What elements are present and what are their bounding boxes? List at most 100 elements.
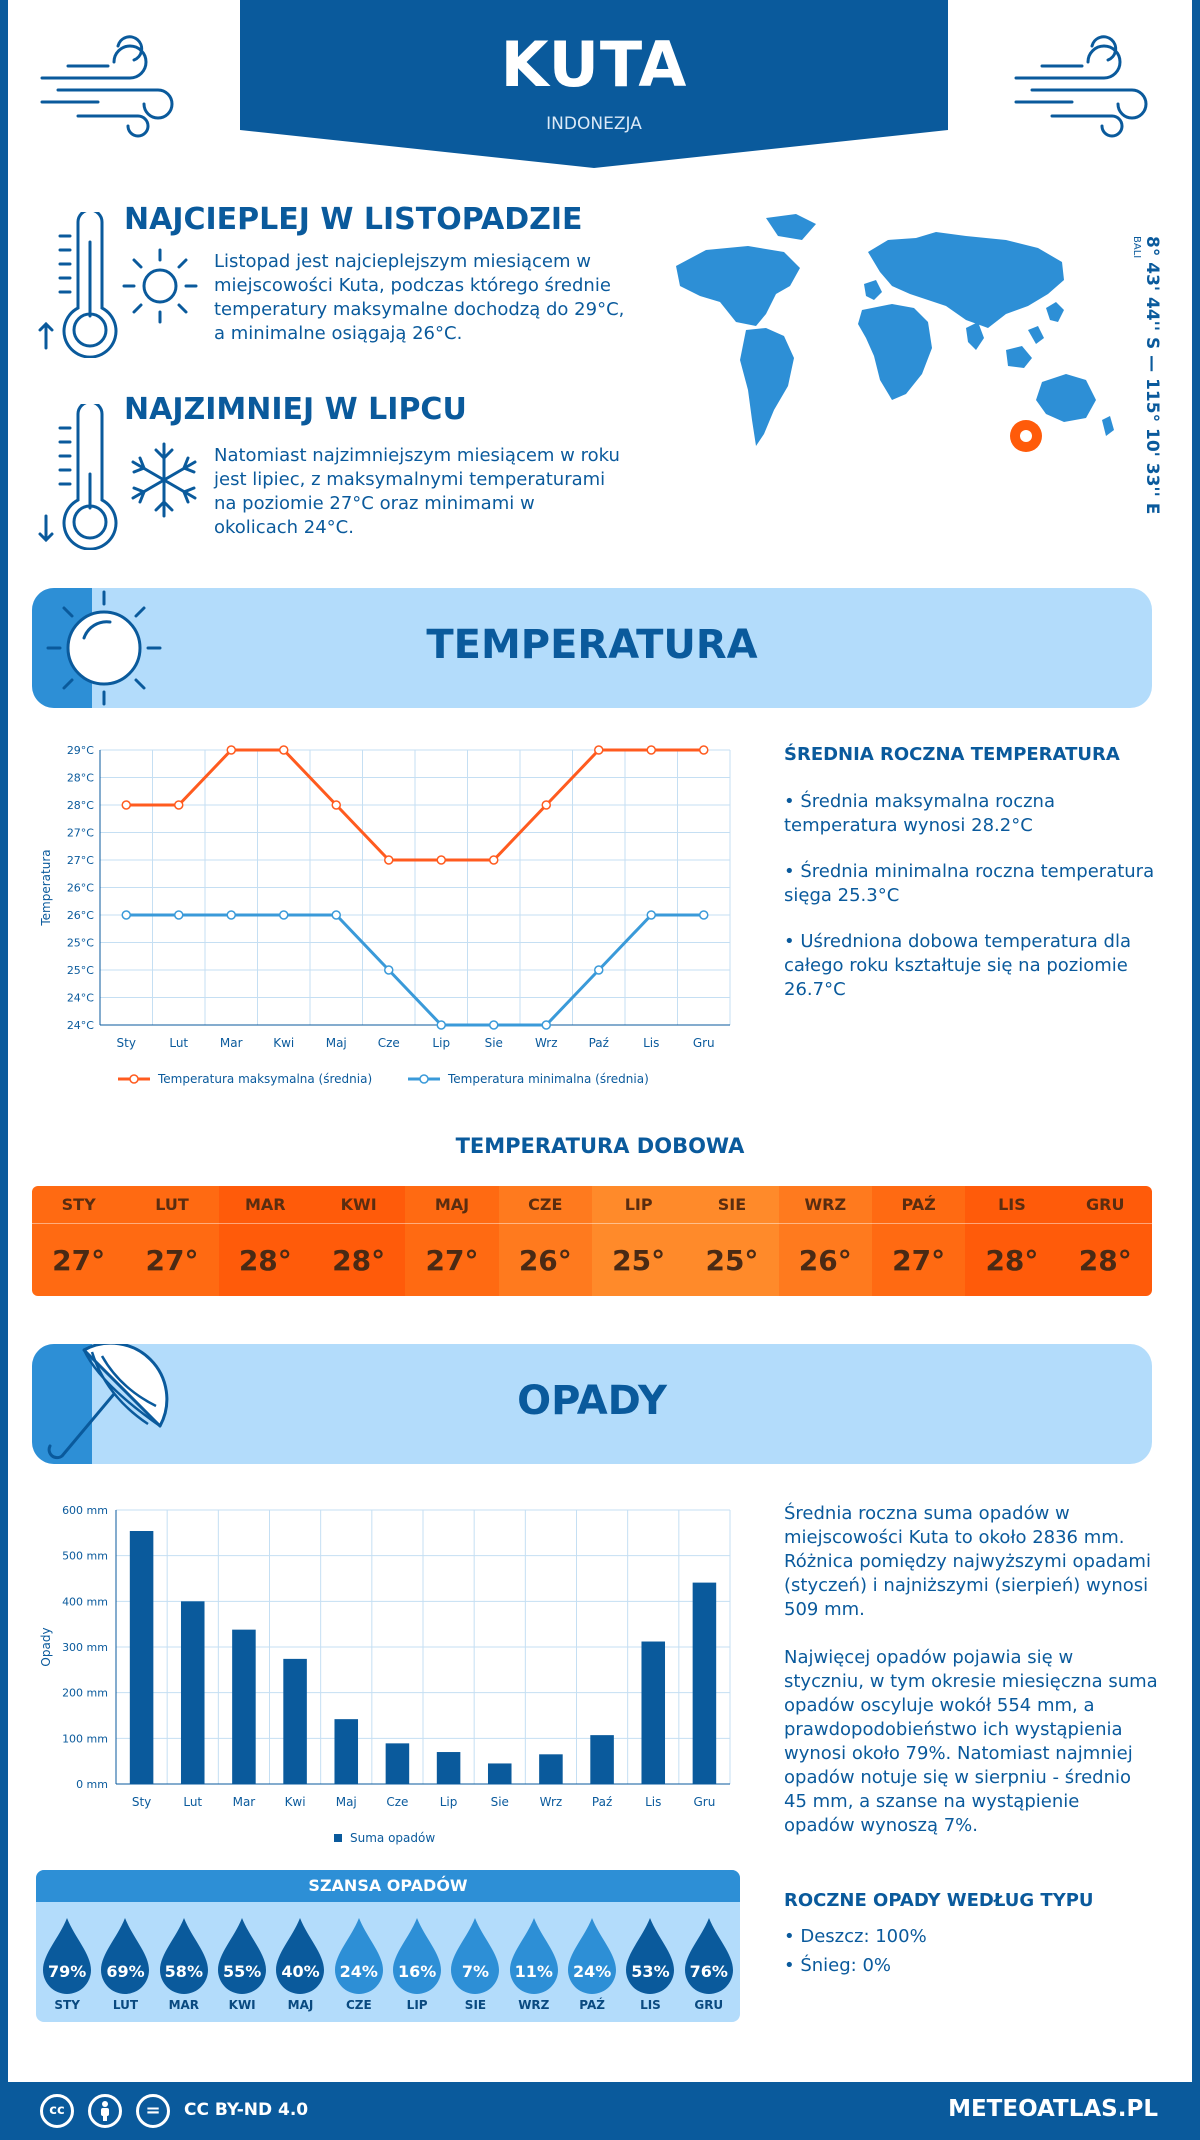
daily-month-label: CZE <box>498 1186 592 1224</box>
raindrop-icon <box>393 1918 442 1994</box>
x-tick-label: Kwi <box>285 1795 306 1809</box>
rain-chance-value: 16% <box>397 1962 437 1981</box>
x-tick-label: Wrz <box>535 1036 558 1050</box>
raindrop-icon <box>684 1918 733 1994</box>
daily-temp-column: PAŹ 27° <box>871 1186 966 1296</box>
daily-month-label: MAJ <box>405 1186 499 1224</box>
daily-month-label: SIE <box>685 1186 779 1224</box>
sun-banner-icon <box>46 590 162 706</box>
data-point <box>226 745 236 755</box>
daily-month-label: WRZ <box>778 1186 872 1224</box>
rain-chance-value: 7% <box>461 1962 490 1981</box>
x-tick-label: Wrz <box>540 1795 563 1809</box>
rain-chance-item: 69% LUT <box>96 1910 154 2018</box>
rain-chance-value: 58% <box>164 1962 203 1981</box>
daily-month-label: STY <box>32 1186 126 1224</box>
precip-bar <box>487 1763 512 1784</box>
data-point <box>384 965 394 975</box>
location-marker <box>1010 420 1042 452</box>
rain-chance-item: 53% LIS <box>621 1910 679 2018</box>
y-tick-label: 25°C <box>67 937 94 950</box>
y-tick-label: 600 mm <box>62 1504 108 1517</box>
data-point <box>541 800 551 810</box>
city-title: KUTA <box>500 28 688 101</box>
raindrop-icon <box>626 1918 675 1994</box>
country-subtitle: INDONEZJA <box>546 114 642 134</box>
x-tick-label: Sie <box>491 1795 509 1809</box>
legend-marker <box>419 1074 429 1084</box>
y-tick-label: 28°C <box>67 772 94 785</box>
precip-bar <box>232 1629 256 1784</box>
rain-chance-month: LIS <box>640 1998 661 2012</box>
precip-type-item: • Deszcz: 100% <box>784 1926 927 1947</box>
data-point <box>174 910 184 920</box>
x-tick-label: Sty <box>132 1795 151 1809</box>
y-tick-label: 25°C <box>67 964 94 977</box>
raindrop-icon <box>101 1918 150 1994</box>
temperature-title: TEMPERATURA <box>426 622 758 668</box>
x-tick-label: Lis <box>643 1036 659 1050</box>
x-tick-label: Maj <box>326 1036 347 1050</box>
no-derivatives-icon: = <box>136 2094 170 2128</box>
rain-chance-month: LUT <box>112 1998 139 2012</box>
daily-temp-column: LUT 27° <box>125 1186 219 1296</box>
brand-link[interactable]: METEOATLAS.PL <box>948 2096 1158 2122</box>
y-tick-label: 27°C <box>67 827 94 840</box>
precip-type-item: • Śnieg: 0% <box>784 1955 892 1976</box>
legend-label: Temperatura minimalna (średnia) <box>447 1072 649 1086</box>
coordinates-text: 8° 43' 44'' S — 115° 10' 33'' E <box>1142 236 1162 515</box>
raindrop-icon <box>159 1918 208 1994</box>
precip-paragraph-1: Średnia roczna suma opadów w miejscowości… <box>784 1503 1151 1620</box>
daily-temp-column: KWI 28° <box>311 1186 406 1296</box>
daily-temp-value: 25° <box>612 1243 666 1277</box>
x-tick-label: Lut <box>169 1036 188 1050</box>
data-point <box>594 745 604 755</box>
y-tick-label: 100 mm <box>62 1732 108 1745</box>
x-tick-label: Sie <box>485 1036 503 1050</box>
x-tick-label: Paź <box>592 1795 612 1809</box>
daily-temp-column: MAR 28° <box>218 1186 312 1296</box>
raindrop-icon <box>218 1918 267 1994</box>
precip-bar <box>692 1582 717 1784</box>
daily-temp-value: 27° <box>145 1243 199 1277</box>
precipitation-chart: 0 mm 100 mm 200 mm 300 mm 400 mm 500 mm 600 mm… <box>39 1504 731 1845</box>
daily-temp-table: STY 27° LUT 27° MAR 28° KWI 28° MAJ 27° CZE 26° LIP 2… <box>32 1186 1152 1296</box>
precip-bar <box>334 1719 359 1784</box>
data-point <box>279 745 289 755</box>
region-label: BALI <box>1131 236 1142 259</box>
x-tick-label: Lip <box>432 1036 450 1050</box>
rain-chance-panel: SZANSA OPADÓW 79% STY 69% LUT 58% MAR 55% KWI 40… <box>36 1870 740 2022</box>
precip-bar <box>283 1658 307 1784</box>
daily-temp-value: 28° <box>332 1243 386 1277</box>
coldest-text: Natomiast najzimniejszym miesiącem w rok… <box>214 445 620 538</box>
precip-type-list: • Deszcz: 100% • Śnieg: 0% <box>784 1922 927 1980</box>
data-point <box>594 965 604 975</box>
y-tick-label: 200 mm <box>62 1687 108 1700</box>
legend-label: Temperatura maksymalna (średnia) <box>157 1072 372 1086</box>
rain-chance-drops: 79% STY 69% LUT 58% MAR 55% KWI 40% MAJ 24% CZE 16% L… <box>36 1902 740 2018</box>
precip-bar <box>590 1735 614 1784</box>
rain-chance-item: 76% GRU <box>680 1910 738 2018</box>
rain-chance-title: SZANSA OPADÓW <box>36 1870 740 1902</box>
precip-paragraph-2: Najwięcej opadów pojawia się w styczniu, … <box>784 1647 1158 1836</box>
y-tick-label: 24°C <box>67 992 94 1005</box>
daily-month-label: LIS <box>965 1186 1059 1224</box>
rain-chance-item: 16% LIP <box>388 1910 446 2018</box>
daily-temp-column: LIS 28° <box>965 1186 1059 1296</box>
banner-corner <box>32 1344 92 1464</box>
infographic-page <box>8 0 1192 2082</box>
annual-temp-list: • Średnia maksymalna roczna temperatura w… <box>784 790 1164 1002</box>
rain-chance-month: LIP <box>406 1998 428 2012</box>
y-axis-label: Temperatura <box>39 849 53 926</box>
precip-type-heading: ROCZNE OPADY WEDŁUG TYPU <box>784 1890 1094 1911</box>
x-tick-label: Paź <box>589 1036 609 1050</box>
precip-bar <box>539 1754 563 1784</box>
daily-temp-value: 28° <box>985 1243 1039 1277</box>
rain-chance-item: 24% CZE <box>330 1910 388 2018</box>
data-point <box>121 800 131 810</box>
footer: cc = CC BY-ND 4.0 METEOATLAS.PL <box>0 2082 1200 2140</box>
rain-chance-item: 58% MAR <box>155 1910 213 2018</box>
rain-chance-month: MAJ <box>287 1998 314 2012</box>
raindrop-icon <box>451 1918 500 1994</box>
wind-icon <box>40 35 174 138</box>
